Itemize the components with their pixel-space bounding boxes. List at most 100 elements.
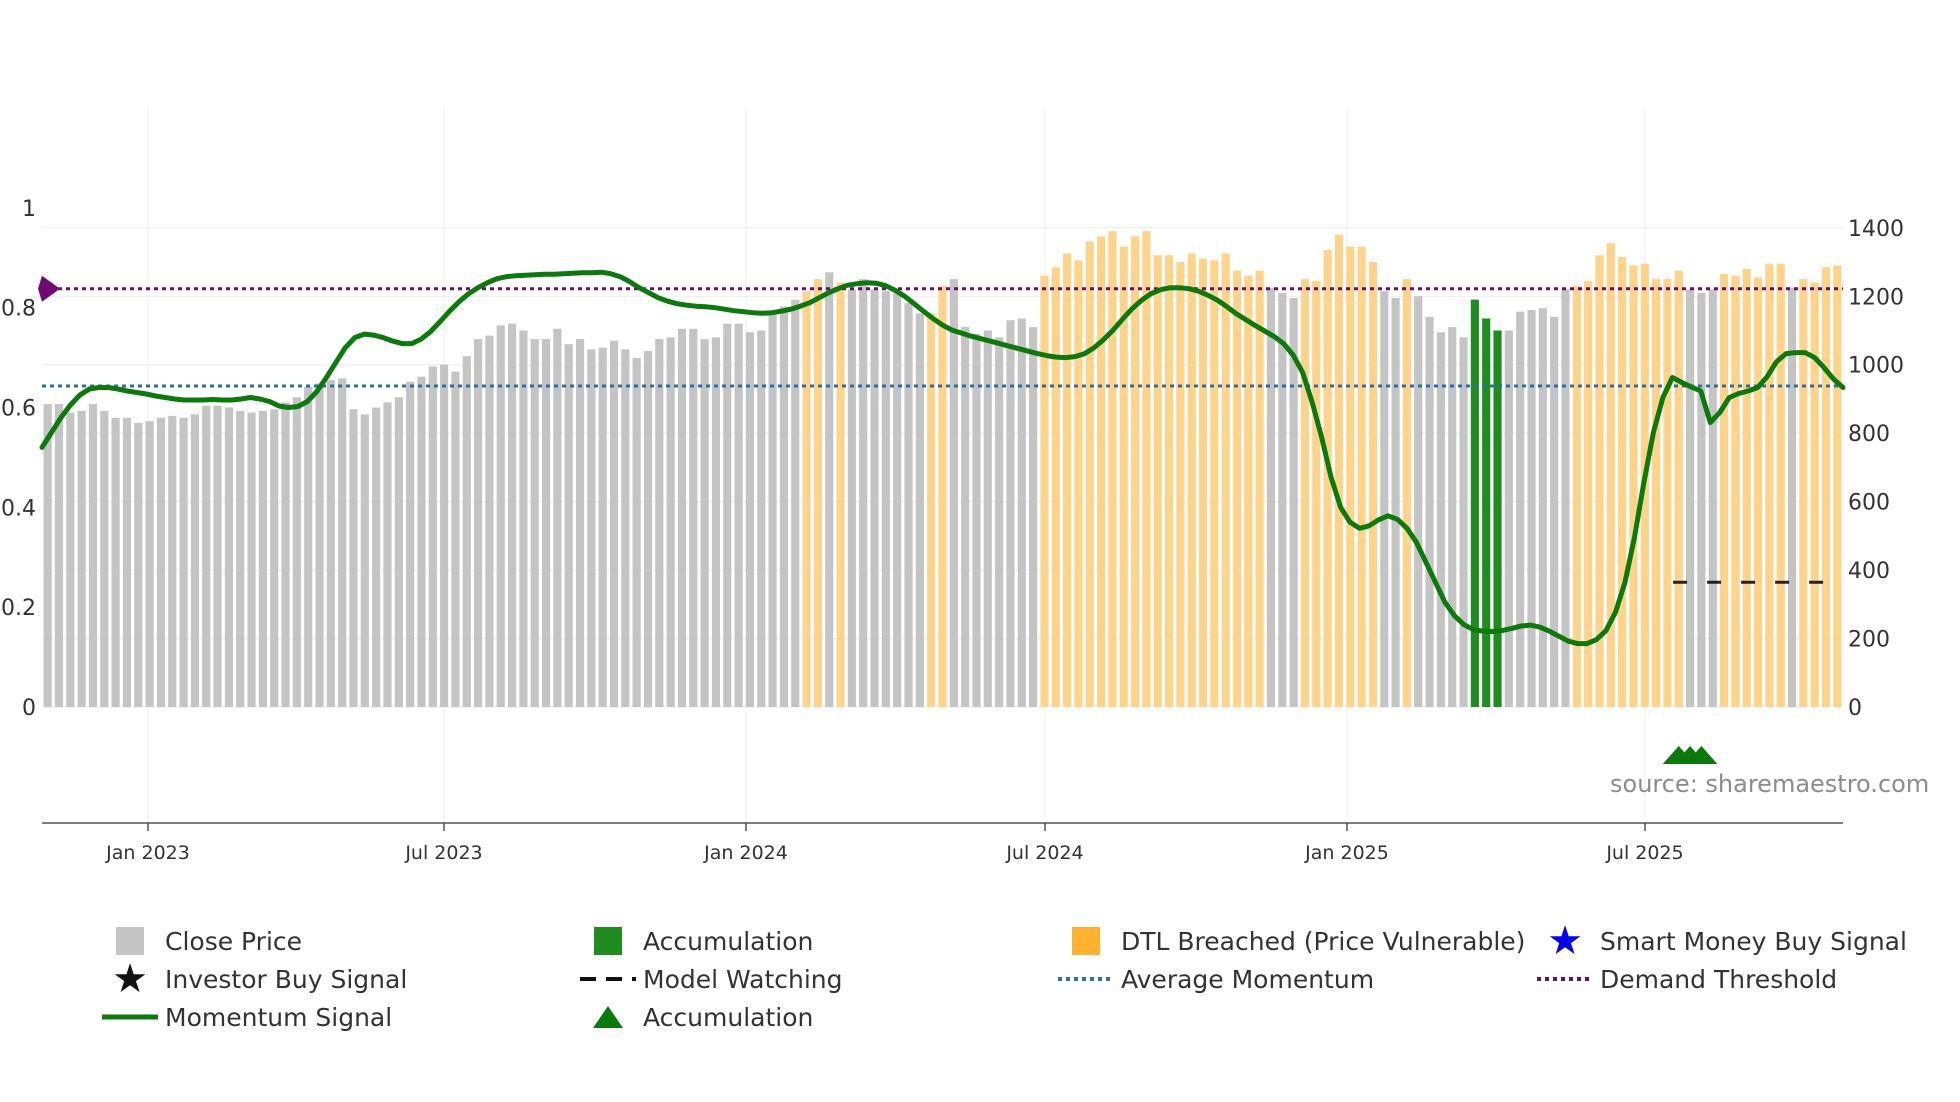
price-bar bbox=[1516, 312, 1524, 707]
price-bar bbox=[1709, 289, 1717, 707]
price-bar bbox=[1731, 276, 1739, 707]
price-bar bbox=[78, 411, 86, 707]
price-bar bbox=[780, 307, 788, 707]
price-bar bbox=[1063, 253, 1071, 707]
x-tick-label: Jan 2024 bbox=[703, 842, 788, 864]
price-bar bbox=[995, 337, 1003, 707]
price-bar bbox=[66, 413, 74, 707]
price-bar bbox=[315, 384, 323, 707]
price-bar bbox=[485, 336, 493, 707]
price-bar bbox=[1074, 260, 1082, 707]
price-bar bbox=[1369, 262, 1377, 707]
price-bar bbox=[1652, 279, 1660, 707]
y-left-tick-label: 0.4 bbox=[1, 496, 36, 521]
price-bar bbox=[213, 406, 221, 707]
price-bar bbox=[1380, 291, 1388, 707]
price-bar bbox=[1482, 319, 1490, 707]
price-bar bbox=[44, 404, 52, 707]
price-bar bbox=[1743, 269, 1751, 707]
price-bar bbox=[1437, 332, 1445, 707]
price-bar bbox=[1108, 231, 1116, 707]
demand-threshold-marker bbox=[38, 276, 60, 302]
price-bar bbox=[293, 397, 301, 707]
price-bar bbox=[146, 421, 154, 707]
y-left-tick-label: 0.2 bbox=[1, 596, 36, 621]
price-bar bbox=[1278, 293, 1286, 707]
y-left-tick-label: 1 bbox=[22, 197, 36, 222]
price-bar bbox=[1097, 236, 1105, 707]
price-bar bbox=[802, 291, 810, 707]
price-bar bbox=[1256, 271, 1264, 707]
price-bar bbox=[825, 272, 833, 707]
accumulation-markers bbox=[1663, 746, 1718, 764]
price-bar bbox=[508, 324, 516, 707]
x-tick-label: Jan 2025 bbox=[1304, 842, 1389, 864]
price-bar bbox=[667, 337, 675, 707]
price-bar bbox=[1448, 327, 1456, 707]
price-bar bbox=[1346, 247, 1354, 707]
price-bar bbox=[621, 349, 629, 707]
price-bar bbox=[89, 404, 97, 707]
price-bar bbox=[1165, 255, 1173, 707]
x-tick-label: Jul 2025 bbox=[1605, 842, 1683, 864]
price-bar bbox=[1312, 281, 1320, 707]
price-bar bbox=[1029, 327, 1037, 707]
price-bar bbox=[972, 334, 980, 707]
y-left-tick-label: 0.6 bbox=[1, 397, 36, 422]
price-bar bbox=[1052, 267, 1060, 707]
price-bar bbox=[746, 332, 754, 707]
price-bar bbox=[1686, 289, 1694, 707]
price-bar bbox=[1777, 264, 1785, 707]
price-bar bbox=[701, 339, 709, 707]
y-left-tick-label: 0 bbox=[22, 696, 36, 721]
price-bars bbox=[44, 231, 1842, 707]
price-bar bbox=[531, 339, 539, 707]
price-bar bbox=[474, 339, 482, 707]
price-bar bbox=[112, 418, 120, 707]
price-bar bbox=[1629, 265, 1637, 707]
price-bar bbox=[1833, 265, 1841, 707]
price-bar bbox=[327, 380, 335, 707]
price-bar bbox=[1539, 308, 1547, 707]
source-label: source: sharemaestro.com bbox=[1610, 770, 1929, 798]
price-bar bbox=[1403, 279, 1411, 707]
price-bar bbox=[961, 327, 969, 707]
price-bar bbox=[1754, 277, 1762, 707]
price-bar bbox=[270, 409, 278, 707]
price-bar bbox=[1188, 253, 1196, 707]
price-bar bbox=[712, 337, 720, 707]
price-bar bbox=[565, 344, 573, 707]
price-bar bbox=[259, 411, 267, 707]
price-bar bbox=[870, 289, 878, 707]
price-bar bbox=[882, 291, 890, 707]
price-bar bbox=[281, 402, 289, 707]
y-right-tick-label: 0 bbox=[1848, 696, 1862, 721]
price-bar bbox=[1210, 260, 1218, 707]
price-bar bbox=[938, 286, 946, 707]
price-bar bbox=[191, 414, 199, 707]
price-bar bbox=[735, 324, 743, 707]
y-right-tick-label: 1000 bbox=[1848, 354, 1904, 379]
price-bar bbox=[123, 418, 131, 707]
price-bar bbox=[417, 377, 425, 707]
axes bbox=[42, 823, 1843, 831]
price-bar bbox=[55, 404, 63, 707]
price-bar bbox=[1199, 259, 1207, 707]
price-bar bbox=[1697, 293, 1705, 707]
price-bar bbox=[157, 418, 165, 707]
price-bar bbox=[338, 378, 346, 707]
price-bar bbox=[1222, 253, 1230, 707]
price-bar bbox=[950, 279, 958, 707]
price-bar bbox=[1335, 235, 1343, 707]
price-bar bbox=[372, 408, 380, 708]
price-bar bbox=[723, 324, 731, 707]
price-bar bbox=[100, 411, 108, 707]
price-bar bbox=[848, 289, 856, 707]
price-bar bbox=[1765, 264, 1773, 707]
price-bar bbox=[576, 339, 584, 707]
price-bar bbox=[633, 358, 641, 707]
price-bar bbox=[1561, 289, 1569, 707]
price-bar bbox=[1358, 247, 1366, 707]
y-right-tick-label: 400 bbox=[1848, 559, 1890, 584]
price-bar bbox=[1142, 231, 1150, 707]
